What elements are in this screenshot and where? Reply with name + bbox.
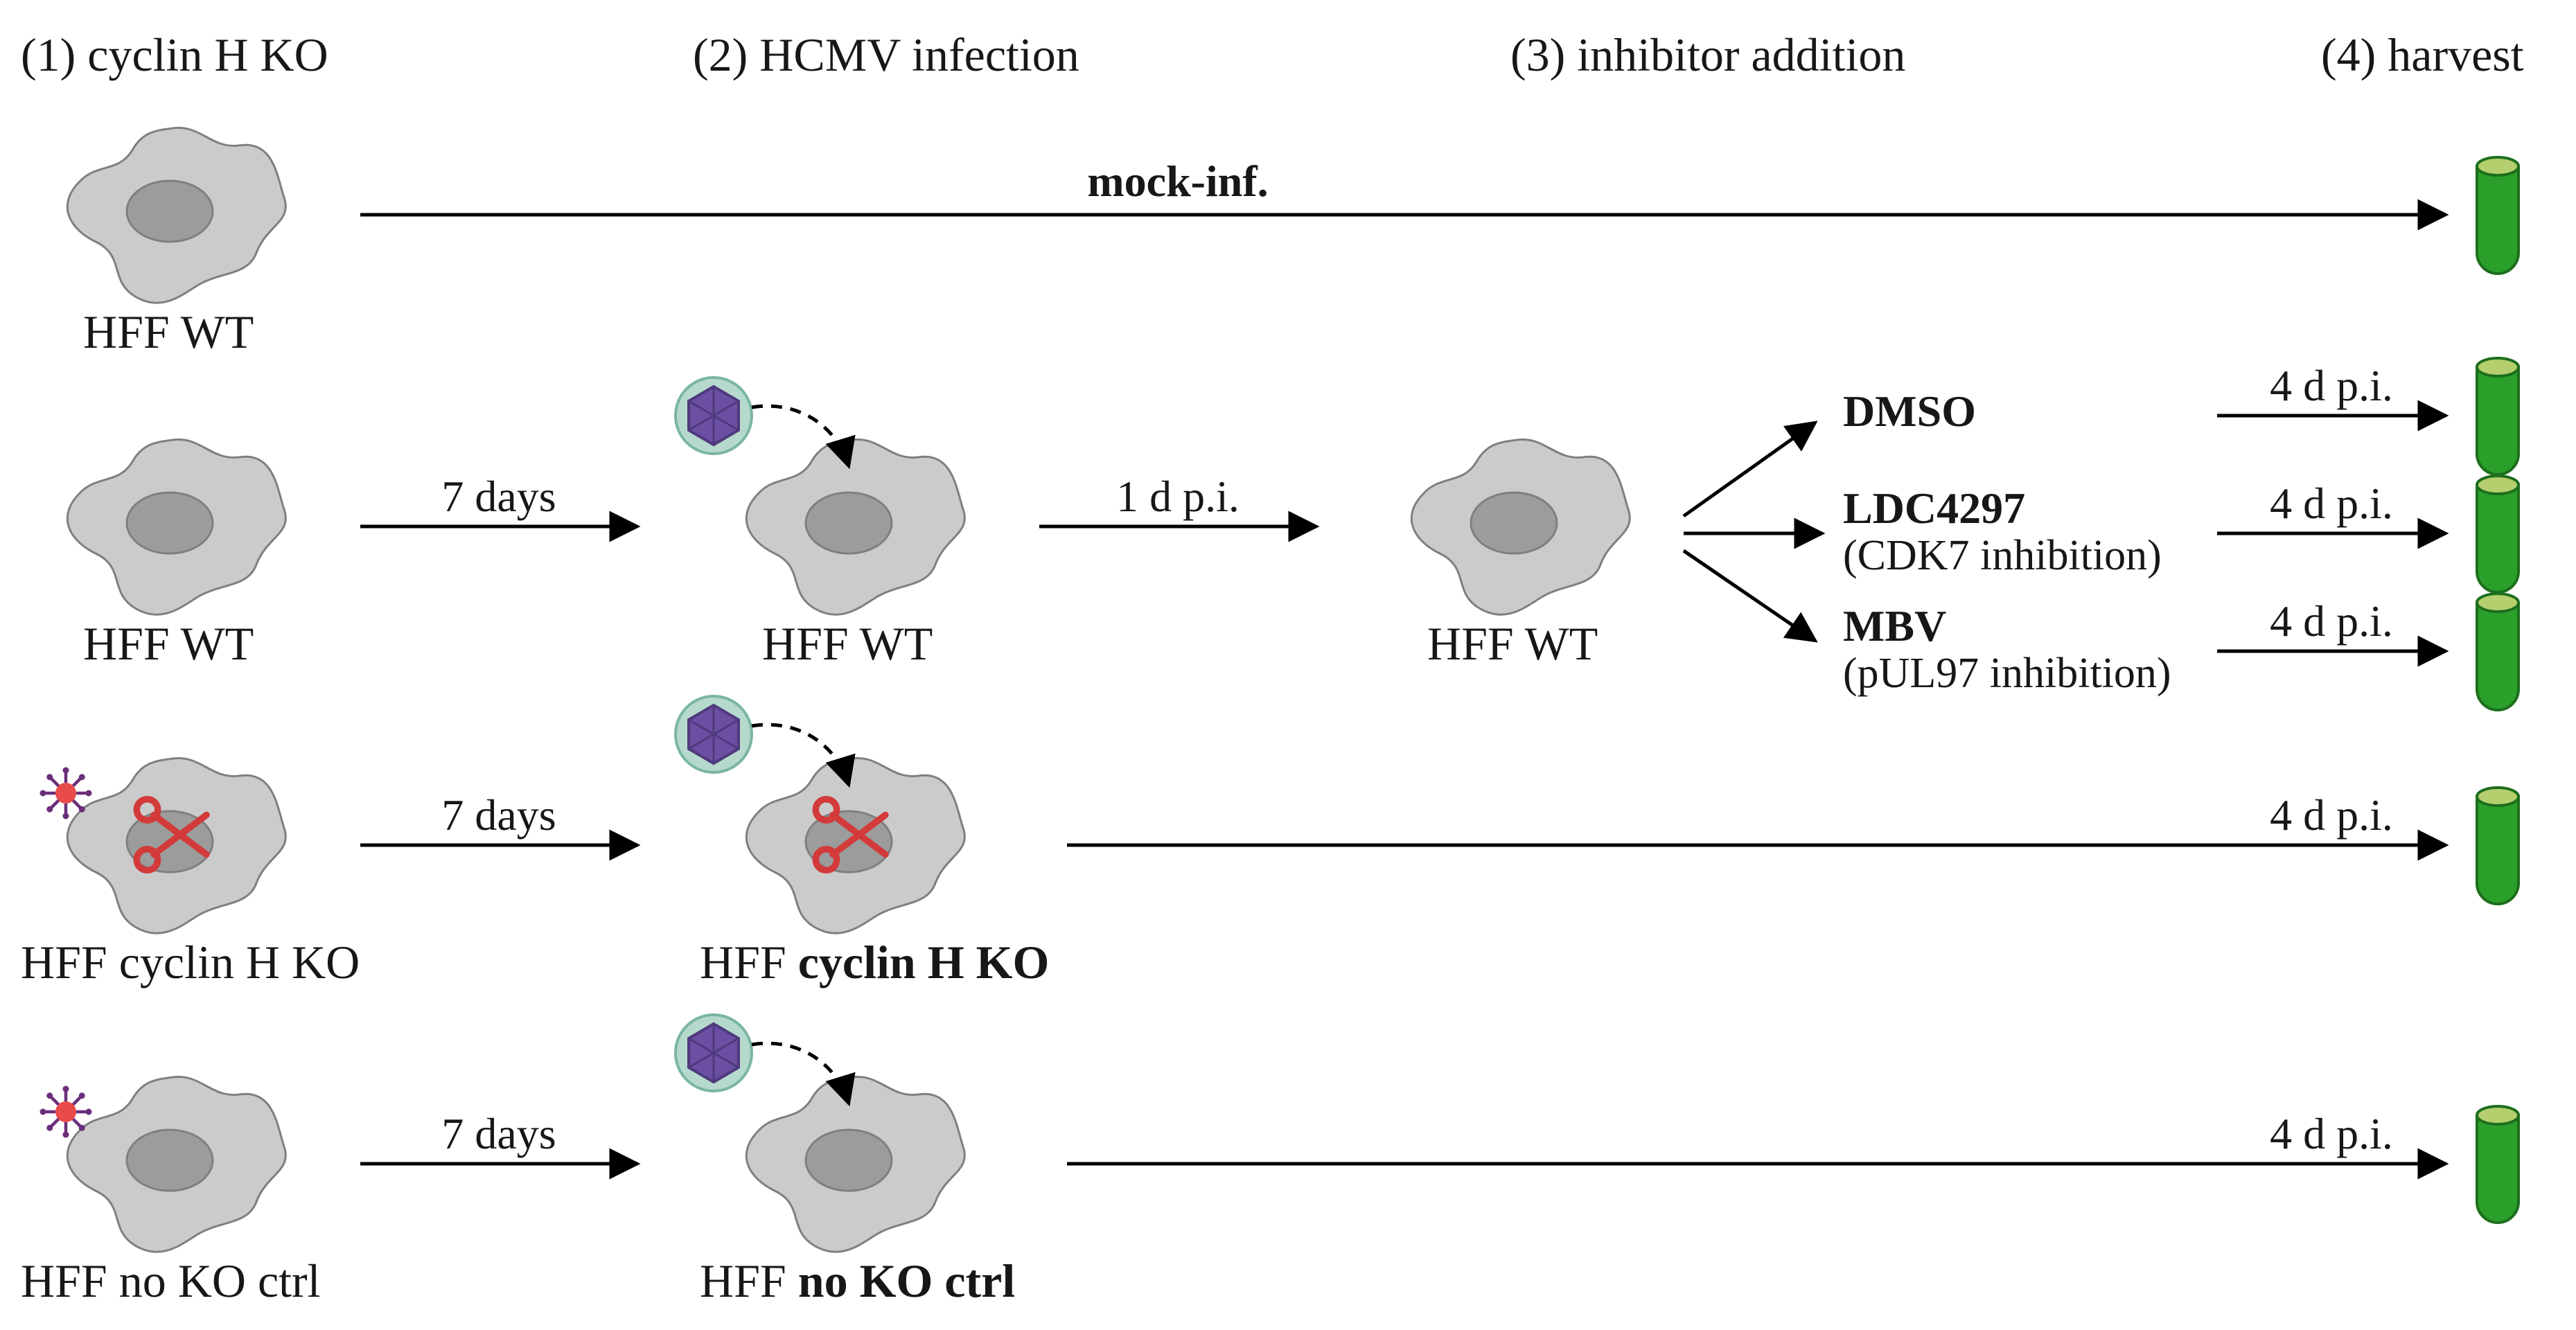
label-4dpi-3: 4 d p.i. [2270, 596, 2393, 647]
aav-icon [40, 768, 92, 819]
arrow-to-dmso [1684, 423, 1815, 516]
diagram-stage: (1) cyclin H KO (2) HCMV infection (3) i… [0, 0, 2576, 1330]
label-r3c2-bold: cyclin H KO [798, 936, 1050, 988]
label-4dpi-1: 4 d p.i. [2270, 360, 2393, 411]
shapes-layer [0, 0, 2576, 1330]
label-ldc-sub: (CDK7 inhibition) [1843, 532, 2162, 579]
label-r3c1: HFF cyclin H KO [21, 935, 360, 990]
label-ldc: LDC4297 (CDK7 inhibition) [1843, 485, 2162, 578]
label-4dpi-5: 4 d p.i. [2270, 1108, 2393, 1160]
cell-r3c1 [67, 759, 285, 934]
virus-icon [676, 378, 752, 454]
cell-r2c2 [746, 440, 964, 615]
label-4dpi-4: 4 d p.i. [2270, 790, 2393, 841]
label-r4c2-bold: no KO ctrl [798, 1254, 1016, 1307]
virus-icon [676, 1015, 752, 1091]
label-dmso: DMSO [1843, 388, 1976, 434]
label-r1c1: HFF WT [83, 305, 254, 360]
cell-r2c3 [1411, 440, 1630, 615]
label-dmso-main: DMSO [1843, 387, 1976, 436]
cell-r1c1 [67, 128, 285, 303]
tube-icon [2477, 1106, 2518, 1223]
label-7days-r3: 7 days [441, 790, 556, 841]
label-r4c2: HFF no KO ctrl [700, 1254, 1015, 1309]
tube-icon [2477, 788, 2518, 904]
label-r3c2: HFF cyclin H KO [700, 935, 1049, 990]
cell-r3c2 [746, 759, 964, 934]
label-r2c3: HFF WT [1427, 617, 1598, 671]
cell-r2c1 [67, 440, 285, 615]
label-r2c2: HFF WT [762, 617, 933, 671]
label-r2c1: HFF WT [83, 617, 254, 671]
cell-r4c2 [746, 1077, 964, 1252]
label-r4c1: HFF no KO ctrl [21, 1254, 321, 1309]
cell-r4c1 [67, 1077, 285, 1252]
tube-icon [2477, 476, 2518, 592]
label-4dpi-2: 4 d p.i. [2270, 478, 2393, 529]
label-mbv: MBV (pUL97 inhibition) [1843, 603, 2171, 696]
label-mbv-sub: (pUL97 inhibition) [1843, 650, 2171, 697]
label-7days-r4: 7 days [441, 1108, 556, 1160]
label-r4c2-pre: HFF [700, 1254, 798, 1307]
aav-icon [40, 1086, 92, 1138]
label-r3c2-pre: HFF [700, 936, 798, 988]
tube-icon [2477, 157, 2518, 274]
label-ldc-main: LDC4297 [1843, 484, 2025, 533]
label-1dpi-r2: 1 d p.i. [1116, 471, 1240, 522]
tube-icon [2477, 358, 2518, 475]
arrow-to-mbv [1684, 551, 1815, 641]
tube-icon [2477, 594, 2518, 710]
virus-icon [676, 696, 752, 772]
label-mock-inf: mock-inf. [1087, 156, 1268, 207]
label-mbv-main: MBV [1843, 601, 1946, 650]
label-7days-r2: 7 days [441, 471, 556, 522]
